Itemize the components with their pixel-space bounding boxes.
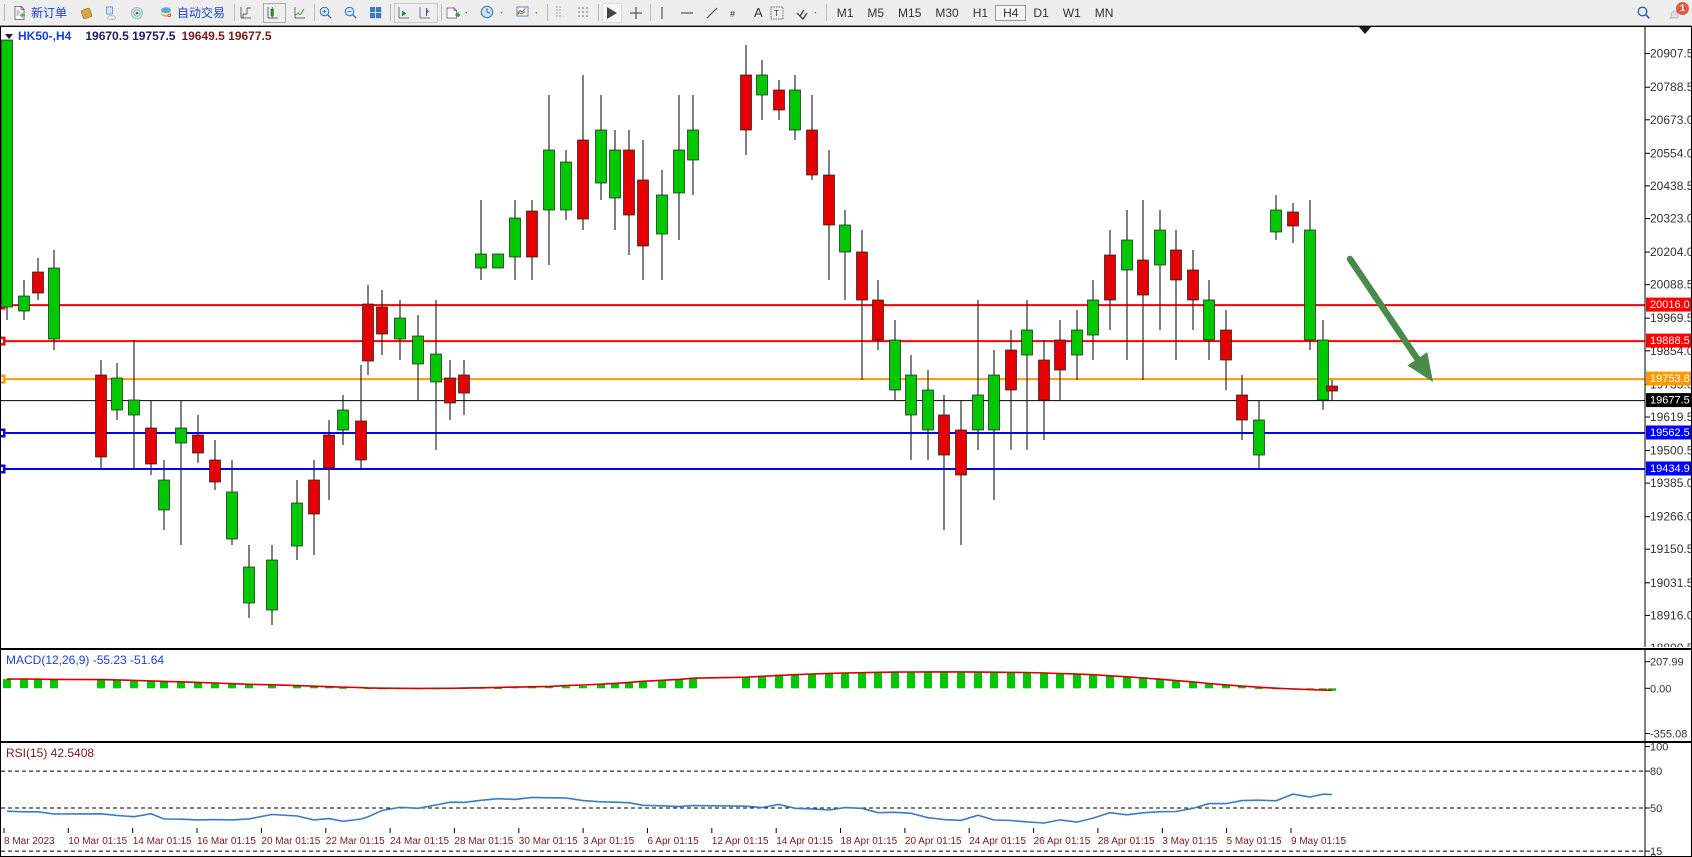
svg-text:19562.5: 19562.5 xyxy=(1650,427,1690,439)
svg-text:0.00: 0.00 xyxy=(1650,683,1671,695)
svg-text:20907.5: 20907.5 xyxy=(1650,47,1692,61)
svg-text:30 Mar 01:15: 30 Mar 01:15 xyxy=(519,836,578,847)
svg-text:28 Apr 01:15: 28 Apr 01:15 xyxy=(1098,836,1155,847)
svg-text:6 Apr 01:15: 6 Apr 01:15 xyxy=(648,836,700,847)
svg-text:T: T xyxy=(774,9,779,18)
svg-text:19266.0: 19266.0 xyxy=(1650,510,1692,524)
svg-text:12 Apr 01:15: 12 Apr 01:15 xyxy=(712,836,769,847)
svg-text:100: 100 xyxy=(1650,743,1668,754)
svg-text:14 Mar 01:15: 14 Mar 01:15 xyxy=(133,836,192,847)
svg-text:18 Apr 01:15: 18 Apr 01:15 xyxy=(841,836,898,847)
svg-text:14 Apr 01:15: 14 Apr 01:15 xyxy=(776,836,833,847)
svg-text:20016.0: 20016.0 xyxy=(1650,299,1690,311)
svg-text:20788.5: 20788.5 xyxy=(1650,80,1692,94)
svg-text:20438.5: 20438.5 xyxy=(1650,179,1692,193)
svg-text:19150.5: 19150.5 xyxy=(1650,542,1692,556)
svg-text:20204.0: 20204.0 xyxy=(1650,245,1692,259)
svg-text:19619.5: 19619.5 xyxy=(1650,410,1692,424)
svg-text:0: 0 xyxy=(1650,852,1656,857)
svg-text:20323.0: 20323.0 xyxy=(1650,212,1692,226)
svg-text:20088.5: 20088.5 xyxy=(1650,278,1692,292)
svg-text:3 Apr 01:15: 3 Apr 01:15 xyxy=(583,836,635,847)
svg-text:19753.8: 19753.8 xyxy=(1650,373,1690,385)
svg-text:207.99: 207.99 xyxy=(1650,657,1684,669)
svg-text:20673.0: 20673.0 xyxy=(1650,113,1692,127)
svg-text:20 Apr 01:15: 20 Apr 01:15 xyxy=(905,836,962,847)
svg-text:19500.5: 19500.5 xyxy=(1650,444,1692,458)
svg-text:20 Mar 01:15: 20 Mar 01:15 xyxy=(261,836,320,847)
svg-text:8 Mar 2023: 8 Mar 2023 xyxy=(4,836,55,847)
svg-text:20554.0: 20554.0 xyxy=(1650,146,1692,160)
svg-text:MACD(12,26,9) -55.23 -51.64: MACD(12,26,9) -55.23 -51.64 xyxy=(6,653,164,667)
svg-text:19677.5: 19677.5 xyxy=(1650,395,1690,407)
svg-text:3 May 01:15: 3 May 01:15 xyxy=(1162,836,1217,847)
svg-text:19434.9: 19434.9 xyxy=(1650,463,1690,475)
svg-text:19031.5: 19031.5 xyxy=(1650,576,1692,590)
svg-text:5 May 01:15: 5 May 01:15 xyxy=(1227,836,1282,847)
svg-text:28 Mar 01:15: 28 Mar 01:15 xyxy=(454,836,513,847)
svg-text:24 Mar 01:15: 24 Mar 01:15 xyxy=(390,836,449,847)
svg-text:10 Mar 01:15: 10 Mar 01:15 xyxy=(68,836,127,847)
svg-text:RSI(15) 42.5408: RSI(15) 42.5408 xyxy=(6,746,94,760)
svg-text:50: 50 xyxy=(1650,803,1662,815)
svg-text:19969.5: 19969.5 xyxy=(1650,311,1692,325)
svg-text:19385.0: 19385.0 xyxy=(1650,476,1692,490)
svg-text:9 May 01:15: 9 May 01:15 xyxy=(1291,836,1346,847)
svg-text:-355.08: -355.08 xyxy=(1650,729,1687,741)
svg-text:19888.5: 19888.5 xyxy=(1650,335,1690,347)
svg-text:26 Apr 01:15: 26 Apr 01:15 xyxy=(1034,836,1091,847)
svg-text:16 Mar 01:15: 16 Mar 01:15 xyxy=(197,836,256,847)
svg-text:24 Apr 01:15: 24 Apr 01:15 xyxy=(969,836,1026,847)
svg-text:22 Mar 01:15: 22 Mar 01:15 xyxy=(326,836,385,847)
svg-text:18800.5: 18800.5 xyxy=(1650,641,1692,647)
svg-text:18916.0: 18916.0 xyxy=(1650,608,1692,622)
svg-text:#: # xyxy=(730,9,735,19)
svg-text:80: 80 xyxy=(1650,766,1662,778)
